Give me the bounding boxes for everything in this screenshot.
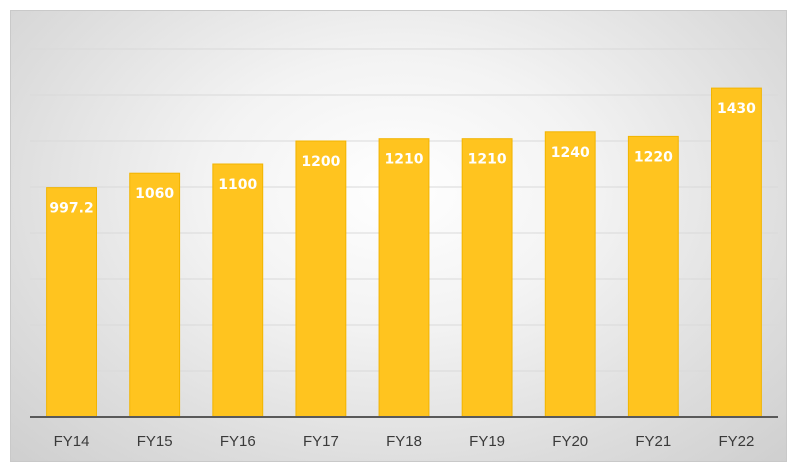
bar-fy16 — [212, 163, 264, 418]
x-tick-label: FY15 — [137, 433, 173, 450]
x-tick-label: FY14 — [54, 433, 90, 450]
data-label-fy19: 1210 — [468, 152, 507, 168]
bar-fy22 — [711, 87, 762, 418]
x-tick-label: FY18 — [386, 433, 422, 450]
bar-fy21 — [627, 135, 679, 418]
bar-fy17 — [295, 140, 347, 418]
bar-series — [46, 87, 762, 418]
data-label-fy17: 1200 — [301, 154, 340, 170]
x-tick-label: FY19 — [469, 433, 505, 450]
bar-fy19 — [461, 138, 513, 418]
x-tick-label: FY20 — [552, 433, 588, 450]
x-tick-label: FY21 — [635, 433, 671, 450]
data-labels: 997.2 1060 1100 1200 1210 1210 1240 1220 1430 — [49, 101, 756, 217]
bar-fy15 — [129, 172, 181, 418]
x-tick-label: FY16 — [220, 433, 256, 450]
bar-fy14 — [46, 187, 97, 418]
data-label-fy15: 1060 — [135, 186, 174, 202]
data-label-fy21: 1220 — [634, 149, 673, 165]
data-label-fy16: 1100 — [218, 177, 257, 193]
bar-fy18 — [378, 138, 430, 418]
x-tick-label: FY17 — [303, 433, 339, 450]
bar-fy20 — [544, 131, 596, 418]
data-label-fy14: 997.2 — [49, 201, 93, 217]
data-label-fy20: 1240 — [551, 145, 590, 161]
x-axis-tick-labels: FY14 FY15 FY16 FY17 FY18 FY19 FY20 FY21 FY22 — [54, 433, 755, 450]
data-label-fy22: 1430 — [717, 101, 756, 117]
data-label-fy18: 1210 — [385, 152, 424, 168]
x-tick-label: FY22 — [719, 433, 755, 450]
